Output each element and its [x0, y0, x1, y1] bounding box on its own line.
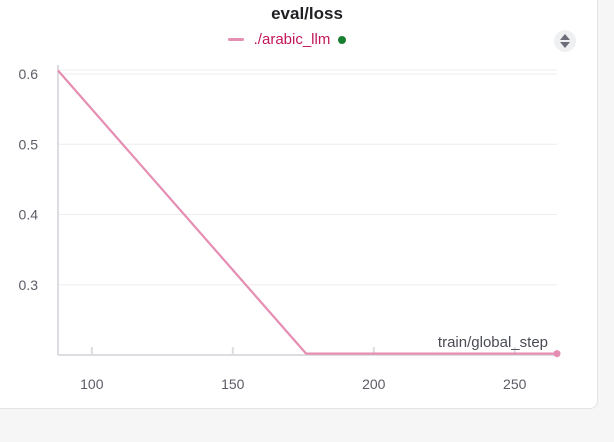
chevron-up-down-icon [560, 34, 570, 48]
axes [57, 65, 557, 356]
grid-lines [58, 69, 557, 286]
x-tick-label: 200 [362, 376, 386, 392]
x-tick-label: 150 [221, 376, 245, 392]
x-tick-label: 250 [503, 376, 527, 392]
chart-title: eval/loss [271, 4, 343, 23]
x-tick-label: 100 [80, 376, 104, 392]
y-axis-ticks: 0.3 0.4 0.5 0.6 [19, 66, 39, 293]
x-axis-label: train/global_step [438, 334, 548, 351]
panel-menu-button[interactable] [554, 30, 576, 52]
legend[interactable]: ./arabic_llm [0, 31, 574, 48]
chart-panel [0, 0, 598, 409]
series-end-point[interactable] [553, 350, 561, 358]
y-tick-label: 0.4 [19, 207, 39, 223]
legend-series-label: ./arabic_llm [253, 31, 331, 48]
y-tick-label: 0.3 [19, 277, 39, 293]
series-line[interactable] [57, 69, 557, 355]
series-lines [57, 69, 561, 358]
y-tick-label: 0.6 [19, 66, 39, 82]
y-tick-label: 0.5 [19, 136, 39, 152]
legend-swatch [227, 38, 244, 41]
run-status-dot [338, 35, 347, 44]
